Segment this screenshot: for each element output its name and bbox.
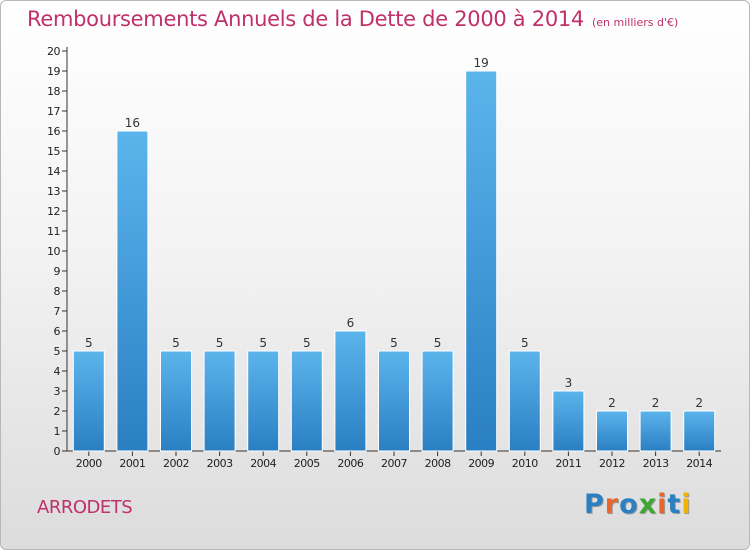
- logo-letter: o: [619, 489, 639, 520]
- bars: [72, 70, 716, 452]
- logo-letter: i: [657, 489, 668, 520]
- bar-value-label: 19: [474, 56, 489, 70]
- x-tick-label: 2006: [337, 457, 363, 470]
- bar: [290, 350, 323, 452]
- y-tick-label: 11: [47, 225, 60, 238]
- logo-letter: P: [584, 489, 605, 520]
- y-tick-label: 16: [47, 125, 60, 138]
- chart-title-text: Remboursements Annuels de la Dette de 20…: [27, 7, 584, 31]
- y-tick-label: 14: [47, 165, 60, 178]
- y-tick-label: 6: [54, 325, 61, 338]
- logo-letter: x: [638, 489, 658, 520]
- y-tick-label: 19: [47, 65, 60, 78]
- x-tick-label: 2007: [381, 457, 407, 470]
- logo-letter: i: [681, 489, 692, 520]
- bar-value-label: 5: [521, 336, 529, 350]
- y-tick-label: 10: [47, 245, 60, 258]
- y-tick-label: 20: [47, 45, 60, 58]
- y-tick-label: 13: [47, 185, 60, 198]
- bar-value-label: 2: [695, 396, 703, 410]
- x-tick-label: 2014: [686, 457, 712, 470]
- x-tick-label: 2000: [76, 457, 102, 470]
- bar-value-label: 5: [259, 336, 267, 350]
- x-tick-label: 2003: [207, 457, 233, 470]
- bar: [116, 130, 149, 452]
- logo-letter: r: [604, 489, 620, 520]
- logo-letter: t: [667, 489, 682, 520]
- y-tick-label: 7: [54, 305, 61, 318]
- x-axis: 2000 2001 2002 2003 2004 2005 2006 2007 2008 2009…: [67, 450, 721, 470]
- y-tick-label: 17: [47, 105, 60, 118]
- bar: [378, 350, 410, 452]
- commune-name: ARRODETS: [37, 497, 133, 518]
- bar: [639, 410, 672, 452]
- y-tick-label: 18: [47, 85, 60, 98]
- bar-value-label: 2: [608, 396, 616, 410]
- bar-value-label: 5: [216, 336, 224, 350]
- chart-subtitle: (en milliers d'€): [592, 16, 679, 29]
- bar: [421, 350, 454, 452]
- y-tick-label: 9: [54, 265, 61, 278]
- bar: [596, 410, 628, 452]
- y-tick-label: 0: [54, 445, 61, 458]
- bar-value-labels: 5 16 5 5 5 5 6 5 5 19 5 3 2 2 2: [85, 56, 703, 410]
- chart-title: Remboursements Annuels de la Dette de 20…: [27, 7, 678, 31]
- bar-value-label: 16: [125, 116, 140, 130]
- bar: [552, 390, 585, 452]
- x-tick-label: 2012: [599, 457, 625, 470]
- bar: [247, 350, 280, 452]
- y-tick-label: 15: [47, 145, 60, 158]
- y-tick-label: 4: [54, 365, 61, 378]
- bar-value-label: 2: [652, 396, 660, 410]
- x-tick-label: 2001: [119, 457, 145, 470]
- x-tick-label: 2005: [294, 457, 320, 470]
- x-tick-label: 2011: [555, 457, 581, 470]
- x-tick-label: 2010: [512, 457, 538, 470]
- y-tick-label: 5: [54, 345, 61, 358]
- proxiti-logo: Proxiti: [584, 489, 692, 520]
- bar-value-label: 5: [303, 336, 311, 350]
- bar: [160, 350, 192, 452]
- y-tick-label: 12: [47, 205, 60, 218]
- x-tick-label: 2008: [425, 457, 451, 470]
- bar-value-label: 5: [434, 336, 442, 350]
- bar: [683, 410, 716, 452]
- bar: [72, 350, 105, 452]
- y-tick-label: 1: [54, 425, 61, 438]
- bar: [203, 350, 236, 452]
- bar: [465, 70, 498, 452]
- y-tick-label: 2: [54, 405, 61, 418]
- y-tick-label: 3: [54, 385, 61, 398]
- x-tick-label: 2004: [250, 457, 276, 470]
- bar-value-label: 5: [85, 336, 93, 350]
- bar-value-label: 5: [390, 336, 398, 350]
- bar-value-label: 5: [172, 336, 180, 350]
- y-tick-label: 8: [54, 285, 61, 298]
- x-tick-label: 2009: [468, 457, 494, 470]
- bar: [334, 330, 367, 452]
- bar: [508, 350, 541, 452]
- bar-value-label: 6: [347, 316, 355, 330]
- x-tick-label: 2013: [643, 457, 669, 470]
- bar-value-label: 3: [565, 376, 573, 390]
- x-tick-label: 2002: [163, 457, 189, 470]
